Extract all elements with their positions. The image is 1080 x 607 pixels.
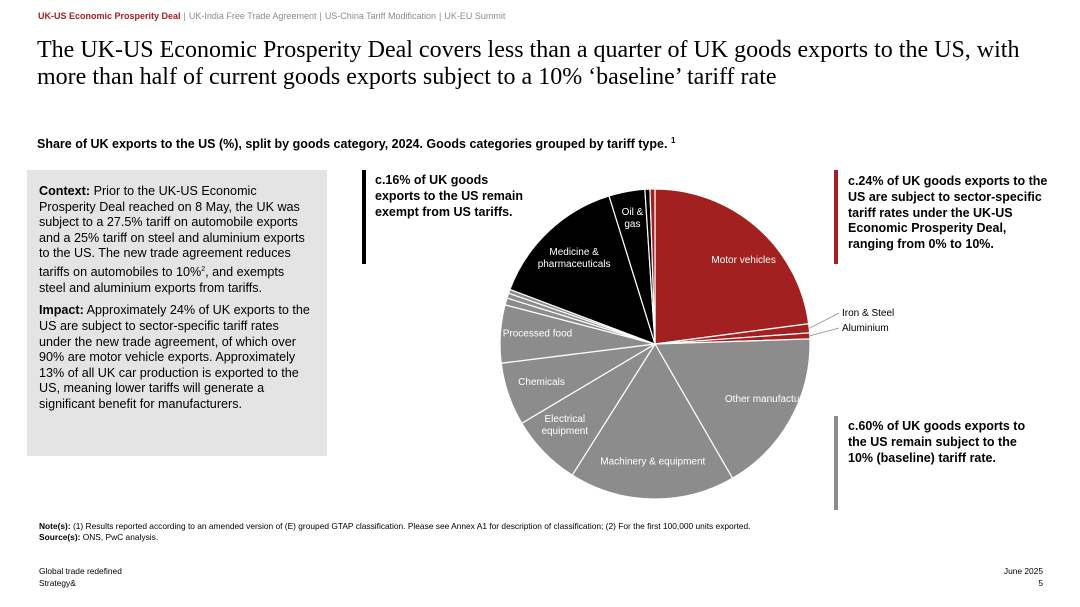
context-panel xyxy=(27,170,327,456)
pie-label-other-manufacturing: Other manufacturing xyxy=(725,394,816,405)
nav-item-uk-us[interactable]: UK-US Economic Prosperity Deal xyxy=(38,11,181,21)
baseline-callout-bar xyxy=(834,416,838,510)
context-text: Context: Prior to the UK-US Economic Pro… xyxy=(39,184,314,420)
impact-paragraph: Impact: Approximately 24% of UK exports … xyxy=(39,303,310,411)
pie-label-machinery-and-equipment: Machinery & equipment xyxy=(600,457,705,468)
footer-right: June 2025 5 xyxy=(1004,565,1043,589)
pie-slice-minor-13 xyxy=(644,188,656,345)
pie-slice-oil-and-gas xyxy=(608,188,656,345)
notes-line: Note(s): (1) Results reported according … xyxy=(39,521,751,531)
pie-label-motor-vehicles: Motor vehicles xyxy=(711,255,775,266)
notes: Note(s): (1) Results reported according … xyxy=(39,521,750,543)
pie-slice-minor-9 xyxy=(506,292,656,345)
pie-slice-minor-14 xyxy=(649,188,656,345)
pie-label-processed-food: Processed food xyxy=(503,329,573,340)
pie-slice-aluminium xyxy=(654,332,811,345)
pie-slice-processed-food xyxy=(499,304,656,364)
pie-slice-motor-vehicles xyxy=(654,188,810,345)
exempt-callout-bar xyxy=(362,170,366,264)
nav-item-us-china[interactable]: US-China Tariff Modification xyxy=(324,11,437,21)
footer-report-title: Global trade redefined xyxy=(39,566,122,576)
sector-callout-bar xyxy=(834,170,838,264)
pie-slice-minor-8 xyxy=(504,297,656,345)
section-nav: UK-US Economic Prosperity Deal | UK-India … xyxy=(38,11,506,21)
footer-brand: Strategy& xyxy=(39,578,76,588)
pie-slice-machinery-and-equipment xyxy=(571,342,734,500)
footer-date: June 2025 xyxy=(1003,566,1043,576)
pie-label-oil-and-gas: Oil & gas xyxy=(622,207,644,230)
exempt-callout: c.16% of UK goods exports to the US rema… xyxy=(375,173,523,219)
baseline-callout: c.60% of UK goods exports to the US rema… xyxy=(848,419,1026,465)
context-paragraph: Context: Prior to the UK-US Economic Pro… xyxy=(39,184,305,295)
nav-item-uk-eu[interactable]: UK-EU Summit xyxy=(444,11,506,21)
page-title: The UK-US Economic Prosperity Deal cover… xyxy=(37,37,1020,90)
pie-label-aluminium: Aluminium xyxy=(842,323,889,334)
pie-slice-other-manufacturing xyxy=(653,338,811,480)
pie-slice-minor-10 xyxy=(507,288,656,345)
sector-callout: c.24% of UK goods exports to the US are … xyxy=(848,174,1048,252)
leader-line-iron-and-steel xyxy=(809,312,840,329)
page-number: 5 xyxy=(1038,578,1043,588)
chart-subtitle: Share of UK exports to the US (%), split… xyxy=(37,136,676,152)
pie-label-chemicals: Chemicals xyxy=(518,377,565,388)
pie-label-iron-and-steel: Iron & Steel xyxy=(842,308,894,319)
pie-label-medicine-and-pharmaceuticals: Medicine & pharmaceuticals xyxy=(538,247,611,270)
footer-left: Global trade redefined Strategy& xyxy=(39,565,122,589)
pie-slice-iron-and-steel xyxy=(654,323,811,345)
pie-label-electrical-equipment: Electrical equipment xyxy=(541,414,588,437)
nav-item-uk-india[interactable]: UK-India Free Trade Agreement xyxy=(188,11,317,21)
source-line: Source(s): ONS, PwC analysis. xyxy=(39,532,159,542)
pie-slice-electrical-equipment xyxy=(520,343,656,476)
pie-slice-chemicals xyxy=(500,343,656,425)
leader-line-aluminium xyxy=(809,327,840,337)
